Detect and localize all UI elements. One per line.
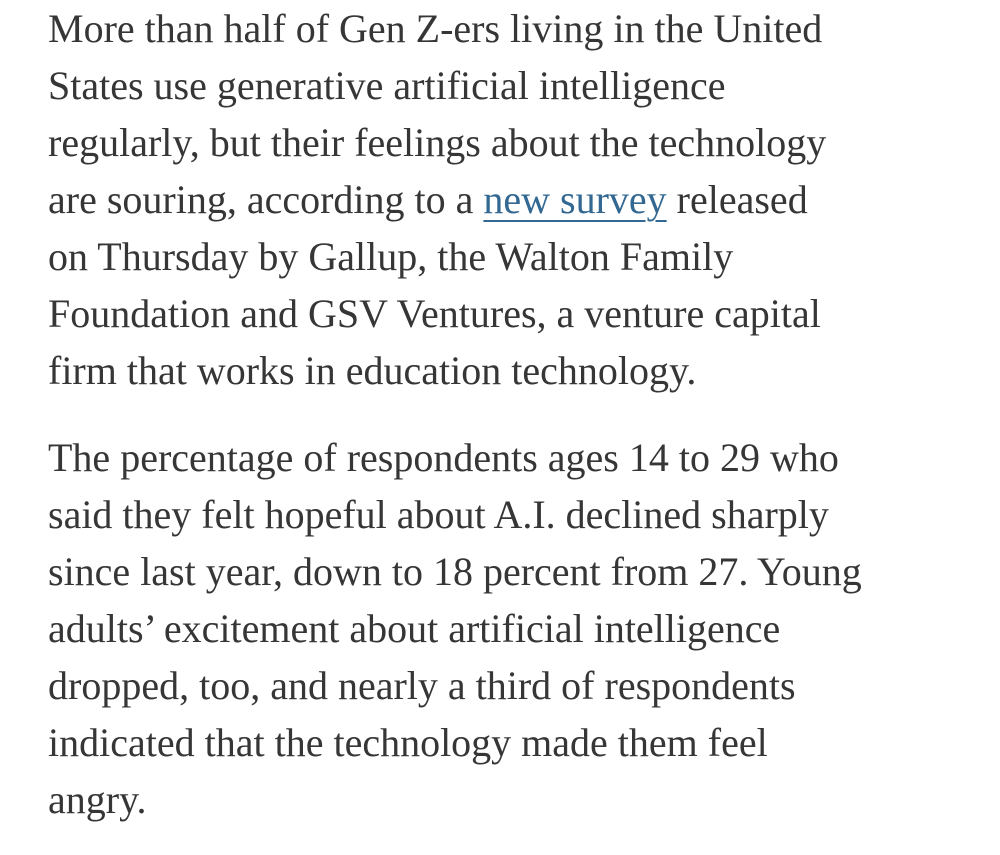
text-line: indicated that the technology made them … [48,714,960,771]
text-line: States use generative artificial intelli… [48,57,960,114]
text-segment: Foundation and GSV Ventures, a venture c… [48,291,821,336]
text-segment: on Thursday by Gallup, the Walton Family [48,234,734,279]
text-segment: are souring, according to a [48,177,484,222]
text-line: dropped, too, and nearly a third of resp… [48,657,960,714]
text-segment: released [666,177,808,222]
text-segment: since last year, down to 18 percent from… [48,549,862,594]
text-line: said they felt hopeful about A.I. declin… [48,486,960,543]
article-body: More than half of Gen Z-ers living in th… [48,0,960,828]
text-line: Foundation and GSV Ventures, a venture c… [48,285,960,342]
paragraph-2: The percentage of respondents ages 14 to… [48,429,960,828]
text-segment: States use generative artificial intelli… [48,63,726,108]
text-segment: indicated that the technology made them … [48,720,768,765]
paragraph-1: More than half of Gen Z-ers living in th… [48,0,960,399]
text-line: since last year, down to 18 percent from… [48,543,960,600]
text-line: on Thursday by Gallup, the Walton Family [48,228,960,285]
text-segment: The percentage of respondents ages 14 to… [48,435,839,480]
text-segment: said they felt hopeful about A.I. declin… [48,492,829,537]
text-line: angry. [48,771,960,828]
text-segment: regularly, but their feelings about the … [48,120,827,165]
text-line: The percentage of respondents ages 14 to… [48,429,960,486]
text-segment: firm that works in education technology. [48,348,697,393]
text-segment: angry. [48,777,147,822]
text-line: regularly, but their feelings about the … [48,114,960,171]
text-segment: More than half of Gen Z-ers living in th… [48,6,823,51]
new-survey-link[interactable]: new survey [483,177,667,222]
text-segment: dropped, too, and nearly a third of resp… [48,663,796,708]
text-line: More than half of Gen Z-ers living in th… [48,0,960,57]
text-line: are souring, according to a new survey r… [48,171,960,228]
text-line: firm that works in education technology. [48,342,960,399]
text-line: adults’ excitement about artificial inte… [48,600,960,657]
text-segment: adults’ excitement about artificial inte… [48,606,781,651]
